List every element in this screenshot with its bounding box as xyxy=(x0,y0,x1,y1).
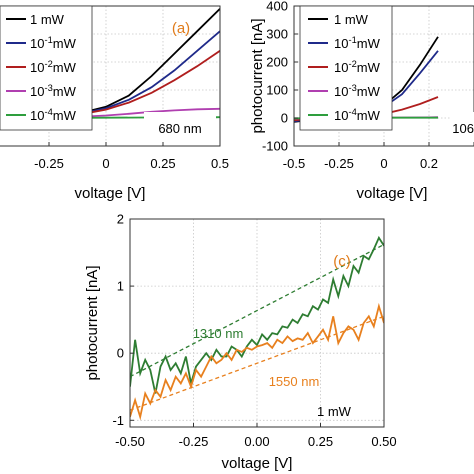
y-tick-label: 100 xyxy=(266,83,288,98)
legend-entry: 10-4mW xyxy=(334,107,381,123)
legend-entry: 10-1mW xyxy=(30,35,77,51)
y-tick-label: -1 xyxy=(112,413,124,428)
x-axis-label: voltage [V] xyxy=(222,455,293,472)
panel-label: (a) xyxy=(172,20,190,37)
y-axis-label: photocurrent [nA] xyxy=(84,265,101,380)
wavelength-annotation: 680 nm xyxy=(158,121,201,136)
x-tick-label: 0.00 xyxy=(244,434,269,449)
wavelength-annotation: 106 xyxy=(452,121,474,136)
y-tick-label: 0 xyxy=(281,111,288,126)
chart-panel-3: -0.50 -0.25 0.00 0.25 0.50 -1 0 1 2 voltage [V] ph… xyxy=(84,212,397,473)
legend: 1 mW 10-1mW 10-2mW 10-3mW 10-4mW xyxy=(0,5,93,131)
y-tick-label: -100 xyxy=(262,139,288,154)
legend-entry: 10-2mW xyxy=(334,59,381,75)
series-line-4 xyxy=(130,315,384,411)
plot-frame xyxy=(129,218,385,428)
legend-entry: 10-1mW xyxy=(334,35,381,51)
series-label-1310: 1310 nm xyxy=(193,326,244,341)
y-tick-label: 300 xyxy=(266,27,288,42)
legend-entry: 10-3mW xyxy=(334,83,381,99)
legend-entry: 1 mW xyxy=(334,12,369,27)
x-tick-label: -0.50 xyxy=(115,434,145,449)
x-tick-label: 0.25 xyxy=(308,434,333,449)
x-tick-label: 0.25 xyxy=(150,156,175,171)
x-tick-label: 0.5 xyxy=(211,156,229,171)
x-tick-label: 0 xyxy=(102,156,109,171)
x-tick-label: -0.25 xyxy=(179,434,209,449)
x-tick-label: 0 xyxy=(380,156,387,171)
y-tick-label: 0 xyxy=(117,346,124,361)
power-annotation: 1 mW xyxy=(317,404,352,419)
y-tick-label: 1 xyxy=(117,279,124,294)
y-tick-label: 400 xyxy=(266,0,288,14)
series-line-3 xyxy=(130,302,384,421)
legend-entry: 10-3mW xyxy=(30,83,77,99)
series-line-2 xyxy=(130,243,384,378)
legend: 1 mW 10-1mW 10-2mW 10-3mW 10-4mW xyxy=(299,5,393,131)
x-tick-label: 0.2 xyxy=(420,156,438,171)
y-tick-label: 2 xyxy=(117,212,124,227)
x-tick-label: 0.50 xyxy=(371,434,396,449)
y-axis-label: photocurrent [nA] xyxy=(249,18,266,133)
x-axis-label: voltage [V] xyxy=(75,185,146,202)
x-axis-label: voltage [V] xyxy=(357,185,428,202)
series-label-1550: 1550 nm xyxy=(269,374,320,389)
x-tick-label: -0.25 xyxy=(324,156,354,171)
legend-entry: 1 mW xyxy=(30,12,65,27)
panel-label: (c) xyxy=(333,253,351,270)
x-tick-label: -0.5 xyxy=(283,156,305,171)
legend-entry: 10-2mW xyxy=(30,59,77,75)
legend-entry: 10-4mW xyxy=(30,107,77,123)
chart-panel-2: -0.5 -0.25 0 0.2 -100 0 100 200 300 400 voltage [V… xyxy=(249,0,474,202)
y-tick-label: 200 xyxy=(266,55,288,70)
series-line-1 xyxy=(130,235,384,394)
x-tick-label: -0.25 xyxy=(34,156,64,171)
